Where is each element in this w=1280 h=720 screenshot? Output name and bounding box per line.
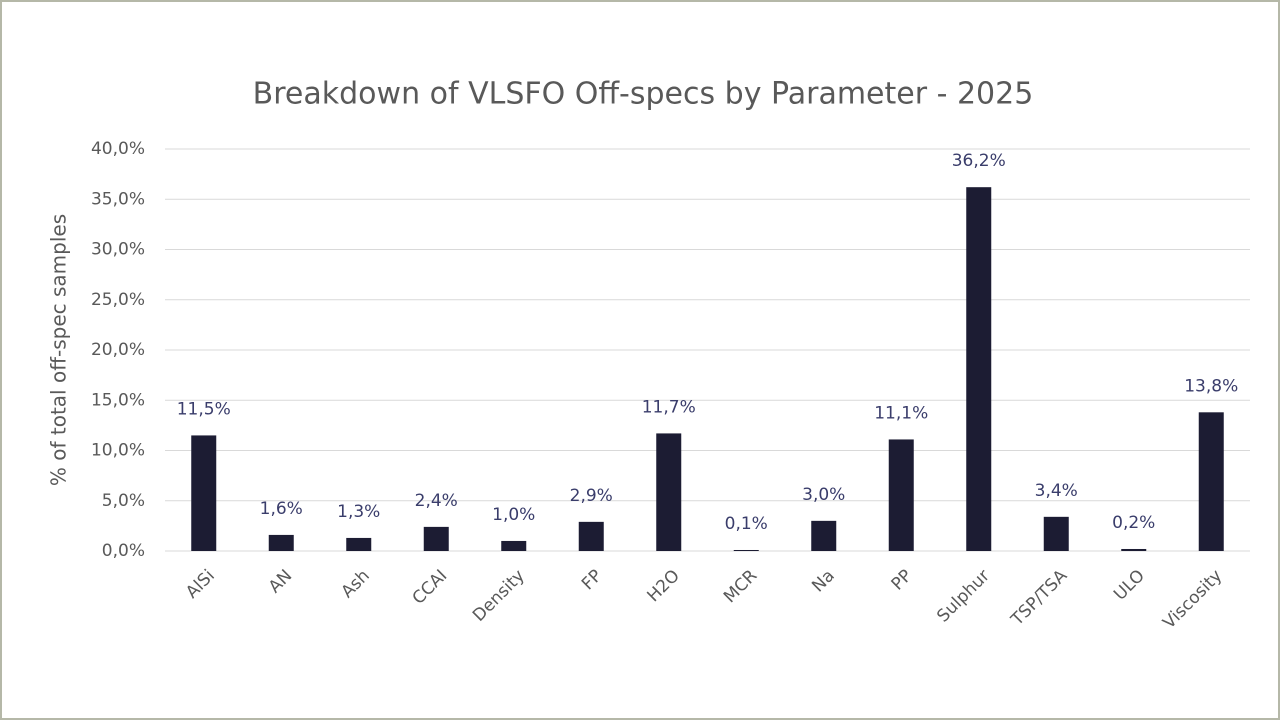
bar [966, 187, 992, 551]
bar [888, 439, 914, 551]
y-tick-label: 0,0% [102, 541, 145, 561]
value-label: 13,8% [1184, 376, 1238, 396]
bar [656, 433, 682, 551]
chart-title: Breakdown of VLSFO Off-specs by Paramete… [253, 77, 1034, 112]
bar [1121, 548, 1147, 551]
y-tick-label: 30,0% [91, 240, 145, 260]
y-tick-label: 25,0% [91, 290, 145, 310]
bar [346, 537, 372, 551]
y-axis-label: % of total off-spec samples [47, 214, 71, 486]
value-label: 2,4% [415, 491, 458, 511]
value-label: 1,3% [337, 502, 380, 522]
y-tick-label: 20,0% [91, 340, 145, 360]
bar [501, 540, 527, 551]
value-label: 36,2% [952, 151, 1006, 171]
bar [1043, 516, 1069, 551]
value-label: 1,6% [260, 499, 303, 519]
value-label: 2,9% [570, 486, 613, 506]
bar [811, 520, 837, 551]
y-tick-label: 15,0% [91, 390, 145, 410]
value-label: 11,1% [874, 403, 928, 423]
value-label: 0,2% [1112, 513, 1155, 533]
bar [733, 549, 759, 551]
value-label: 3,0% [802, 485, 845, 505]
bar [191, 435, 217, 551]
bar [578, 521, 604, 551]
bar [268, 534, 294, 551]
y-tick-label: 40,0% [91, 139, 145, 159]
y-tick-label: 35,0% [91, 189, 145, 209]
y-tick-label: 10,0% [91, 441, 145, 461]
value-label: 11,7% [642, 397, 696, 417]
value-label: 11,5% [177, 399, 231, 419]
y-tick-label: 5,0% [102, 491, 145, 511]
value-label: 0,1% [725, 514, 768, 534]
bar [423, 526, 449, 551]
bar [1198, 412, 1224, 551]
value-label: 1,0% [492, 505, 535, 525]
value-label: 3,4% [1035, 481, 1078, 501]
